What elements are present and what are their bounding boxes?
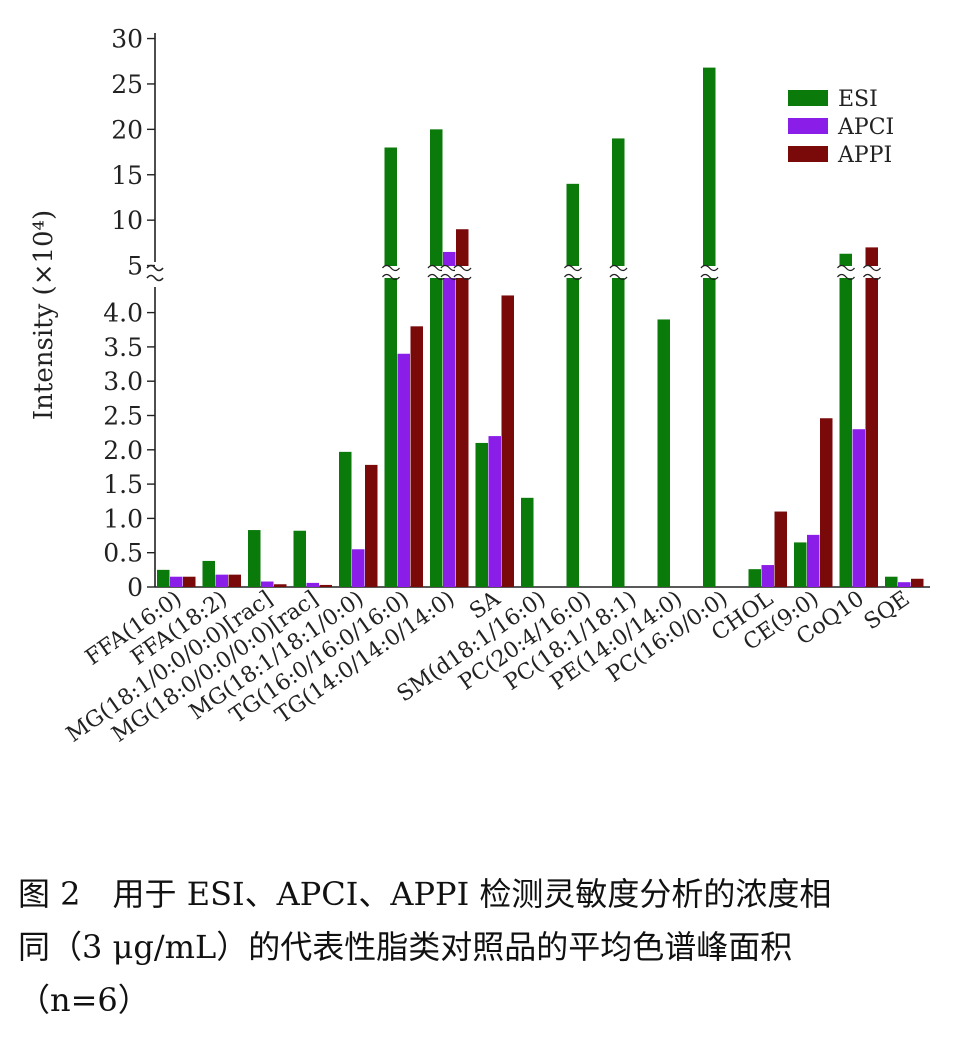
bar-apci-13: [761, 565, 774, 587]
bar-break-mark: [700, 264, 719, 281]
bar-appi-2: [274, 584, 287, 587]
bar-esi-11: [657, 319, 670, 587]
y-tick-label: 20: [111, 115, 143, 144]
bar-esi-5: [384, 147, 397, 587]
figure-caption: 图 2 用于 ESI、APCI、APPI 检测灵敏度分析的浓度相 同（3 μg/…: [18, 868, 958, 1027]
bar-apci-5: [397, 353, 410, 587]
bar-esi-13: [748, 569, 761, 587]
bar-esi-15: [839, 253, 852, 588]
bar-apci-4: [352, 549, 365, 587]
legend-label-esi: ESI: [838, 87, 878, 112]
legend-swatch-esi: [788, 90, 828, 106]
bar-appi-14: [820, 418, 833, 587]
axis-break-mark: [146, 264, 164, 282]
bar-esi-9: [566, 183, 579, 587]
bar-apci-0: [170, 576, 183, 587]
bar-apci-14: [807, 534, 820, 587]
bar-appi-15: [865, 247, 878, 587]
x-tick-label: SQE: [860, 586, 915, 635]
bar-appi-1: [228, 574, 241, 587]
bar-apci-15: [852, 429, 865, 587]
bar-break-mark: [862, 264, 882, 281]
bar-appi-6: [456, 229, 469, 587]
bar-apci-7: [488, 436, 501, 587]
bar-break-mark: [609, 264, 628, 281]
y-tick-label: 30: [111, 25, 143, 54]
bar-esi-12: [703, 67, 716, 587]
bar-appi-7: [501, 295, 514, 587]
caption-line-2: 同（3 μg/mL）的代表性脂类对照品的平均色谱峰面积: [18, 928, 793, 966]
legend-swatch-apci: [788, 118, 828, 134]
bar-break-mark: [453, 264, 472, 281]
bar-appi-0: [183, 576, 196, 587]
bar-esi-8: [521, 497, 534, 587]
y-axis-label: Intensity (×10⁴): [29, 210, 59, 420]
bar-esi-10: [612, 138, 625, 587]
bar-chart: 0 0.5 1.0 1.5 2.0 2.5 3.0 3.5 4.0 5 10 15 20 25 30 FFA…: [29, 25, 930, 748]
y-tick-label: 0: [127, 573, 143, 602]
y-tick-label: 0.5: [103, 539, 143, 568]
bar-apci-6: [443, 251, 456, 587]
legend-label-appi: APPI: [837, 143, 892, 168]
bar-appi-13: [774, 511, 787, 587]
y-tick-label: 4.0: [103, 299, 143, 328]
x-tick-labels: FFA(16:0)FFA(18:2)MG(18:1/0:0/0:0)[rac]M…: [62, 586, 914, 748]
bar-esi-14: [794, 542, 807, 587]
y-ticks: 0 0.5 1.0 1.5 2.0 2.5 3.0 3.5 4.0 5 10 15 20 25 30: [103, 25, 155, 602]
bar-apci-1: [215, 574, 228, 587]
bar-esi-7: [475, 442, 488, 587]
y-tick-label: 5: [127, 252, 143, 281]
y-tick-label: 2.5: [103, 402, 143, 431]
y-tick-label: 15: [111, 161, 143, 190]
bar-apci-2: [261, 581, 274, 587]
bar-esi-6: [430, 129, 443, 588]
y-tick-label: 25: [111, 70, 143, 99]
bar-esi-4: [339, 451, 352, 587]
bar-appi-5: [410, 326, 423, 587]
bar-appi-3: [319, 584, 332, 587]
y-tick-label: 10: [111, 206, 143, 235]
y-tick-label: 1.0: [103, 504, 143, 533]
legend-swatch-appi: [788, 146, 828, 162]
caption-line-1: 图 2 用于 ESI、APCI、APPI 检测灵敏度分析的浓度相: [18, 875, 832, 913]
bar-esi-2: [248, 530, 261, 587]
y-tick-label: 1.5: [103, 470, 143, 499]
bar-break-mark: [836, 264, 856, 281]
bar-apci-16: [898, 582, 911, 587]
caption-line-3: （n=6）: [18, 981, 150, 1019]
legend-label-apci: APCI: [837, 115, 894, 140]
axes: [146, 33, 930, 588]
bar-appi-16: [911, 578, 924, 587]
bar-appi-4: [365, 464, 378, 587]
bar-break-mark: [563, 264, 583, 281]
bar-apci-3: [306, 582, 319, 587]
bar-esi-1: [202, 560, 215, 587]
bar-esi-0: [157, 569, 170, 587]
y-tick-label: 3.0: [103, 367, 143, 396]
bars: [157, 67, 924, 588]
bar-esi-3: [293, 530, 306, 587]
y-tick-label: 2.0: [103, 436, 143, 465]
legend: ESI APCI APPI: [788, 87, 894, 168]
bar-esi-16: [885, 576, 898, 587]
y-tick-label: 3.5: [103, 333, 143, 362]
bar-break-mark: [381, 264, 401, 281]
